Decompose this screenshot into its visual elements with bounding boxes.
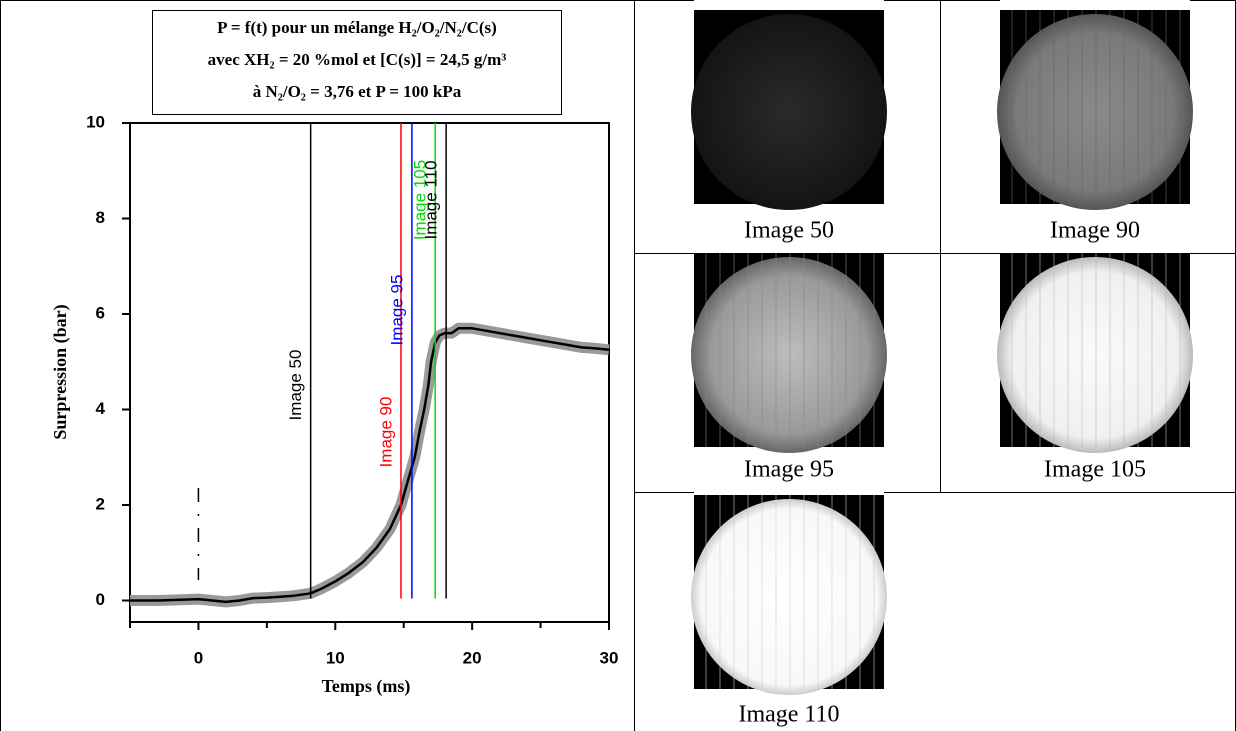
image-caption: Image 110 xyxy=(738,702,839,728)
plot-frame xyxy=(129,122,610,623)
image-frame xyxy=(691,0,887,210)
noise-band xyxy=(130,322,610,608)
y-tick-label: 6 xyxy=(96,303,105,322)
chart-title: avec XH₂ = 20 %mol et [C(s)] = 24,5 g/m³ xyxy=(208,50,507,69)
chart-title: P = f(t) pour un mélange H₂/O₂/N₂/C(s) xyxy=(217,18,497,37)
image-caption: Image 95 xyxy=(744,457,834,483)
image-clip-top xyxy=(694,0,884,10)
image-clip-top xyxy=(1000,0,1190,10)
image-disc xyxy=(691,499,887,695)
marker-label: Image 95 xyxy=(387,275,406,346)
marker-label: Image 105 xyxy=(411,160,430,240)
image-caption: Image 105 xyxy=(1044,457,1146,483)
marker-label: Image 50 xyxy=(286,350,305,421)
line xyxy=(130,327,610,604)
y-axis-label: Surpression (bar) xyxy=(50,304,71,439)
x-axis-label: Temps (ms) xyxy=(322,676,411,697)
y-tick-label: 10 xyxy=(86,112,105,131)
y-tick-label: 4 xyxy=(96,399,106,418)
image-frame xyxy=(997,0,1193,210)
image-clip-top xyxy=(694,243,884,253)
x-tick-label: 10 xyxy=(326,648,345,667)
image-frame xyxy=(691,243,887,453)
x-tick-label: 0 xyxy=(194,648,203,667)
image-disc xyxy=(691,14,887,210)
y-tick-label: 2 xyxy=(96,494,105,513)
image-disc xyxy=(997,257,1193,453)
chart-title: à N₂/O₂ = 3,76 et P = 100 kPa xyxy=(253,82,462,101)
x-tick-label: 30 xyxy=(600,648,619,667)
image-caption: Image 90 xyxy=(1050,218,1140,244)
image-clip-top xyxy=(694,485,884,495)
x-tick-label: 20 xyxy=(463,648,482,667)
image-frame xyxy=(997,243,1193,453)
y-tick-label: 8 xyxy=(96,208,105,227)
image-clip-top xyxy=(1000,243,1190,253)
y-tick-label: 0 xyxy=(96,590,105,609)
marker-label: Image 110 xyxy=(422,160,441,239)
image-frame xyxy=(691,485,887,695)
image-caption: Image 50 xyxy=(744,218,834,244)
title-box xyxy=(152,10,562,115)
image-disc xyxy=(691,257,887,453)
image-disc xyxy=(997,14,1193,210)
marker-label: Image 90 xyxy=(376,397,395,468)
